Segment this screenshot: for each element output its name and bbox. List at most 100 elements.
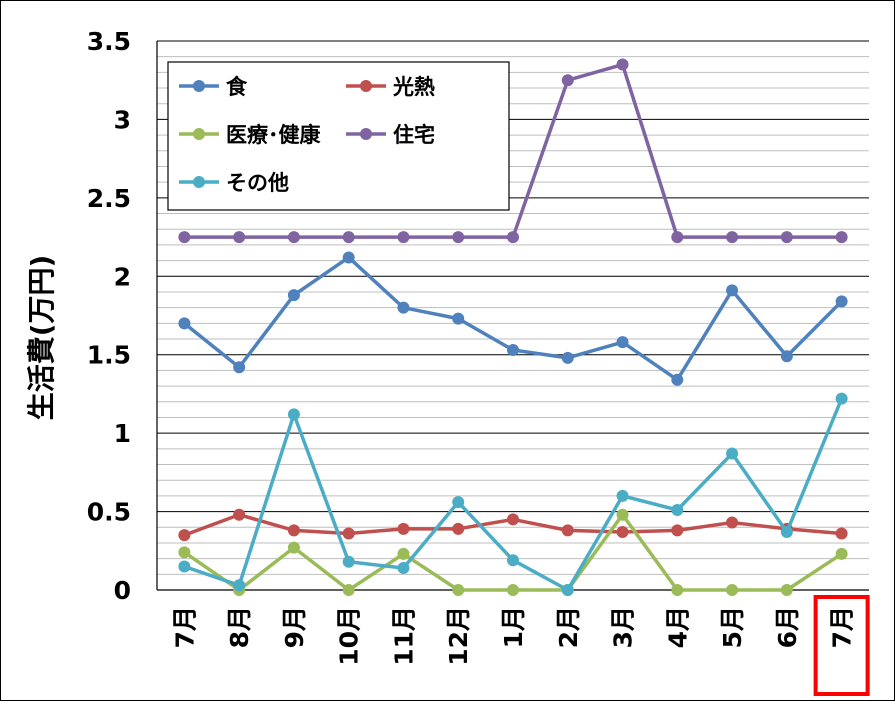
legend-label: 住宅 <box>393 123 435 147</box>
data-point <box>287 231 300 244</box>
data-point <box>726 584 739 596</box>
data-point <box>507 584 519 596</box>
data-point <box>616 58 629 71</box>
data-point <box>233 361 246 374</box>
y-tick-label: 2 <box>114 262 131 291</box>
data-point <box>178 560 191 573</box>
data-point <box>452 312 465 325</box>
data-point <box>507 231 519 244</box>
legend-swatch-marker <box>360 128 372 140</box>
legend-item: 食 <box>179 75 248 99</box>
legend-label: 食 <box>226 75 248 99</box>
data-point <box>561 524 574 537</box>
x-tick-label: 7月 <box>828 606 857 648</box>
x-tick-label: 4月 <box>663 606 692 648</box>
data-point <box>287 524 300 537</box>
legend-label: 医療･健康 <box>226 123 321 147</box>
data-point <box>561 351 574 364</box>
data-point <box>397 522 410 535</box>
legend-swatch-marker <box>193 128 205 140</box>
data-point <box>342 527 355 540</box>
data-point <box>616 508 629 521</box>
data-point <box>452 584 465 596</box>
data-point <box>178 317 191 330</box>
grid-lines <box>157 40 869 575</box>
data-point <box>178 529 191 542</box>
data-point <box>780 584 793 596</box>
data-point <box>671 373 684 386</box>
data-point <box>342 251 355 264</box>
data-point <box>616 336 629 349</box>
data-point <box>342 584 355 596</box>
y-tick-label: 0 <box>114 576 131 605</box>
data-point <box>835 231 848 244</box>
data-point <box>835 392 848 405</box>
x-tick-label: 6月 <box>773 606 802 648</box>
legend-item: その他 <box>179 171 289 195</box>
data-point <box>452 496 465 509</box>
series-4 <box>178 58 848 244</box>
legend-box <box>167 61 510 211</box>
data-point <box>726 516 739 529</box>
series-1 <box>178 251 848 386</box>
x-tick-label: 12月 <box>444 606 473 666</box>
y-tick-label: 0.5 <box>87 498 131 527</box>
data-point <box>780 525 793 538</box>
data-point <box>507 554 519 567</box>
data-point <box>287 289 300 302</box>
data-point <box>726 284 739 297</box>
y-tick-label: 2.5 <box>87 184 131 213</box>
legend-swatch-marker <box>193 80 205 92</box>
data-point <box>287 541 300 554</box>
x-tick-label: 10月 <box>335 606 364 666</box>
x-tick-label: 5月 <box>718 606 747 648</box>
data-point <box>233 579 246 592</box>
data-point <box>507 344 519 357</box>
data-point <box>726 231 739 244</box>
legend-label: 光熱 <box>392 75 435 99</box>
data-point <box>452 522 465 535</box>
data-point <box>671 584 684 596</box>
data-point <box>342 555 355 568</box>
series-2 <box>178 508 848 542</box>
x-tick-label: 8月 <box>225 606 254 648</box>
legend-item: 医療･健康 <box>179 123 321 147</box>
highlight-box <box>813 595 870 696</box>
x-tick-label: 9月 <box>280 606 309 648</box>
x-tick-label: 2月 <box>554 606 583 648</box>
y-tick-label: 3.5 <box>87 27 131 56</box>
data-point <box>835 295 848 308</box>
y-tick-label: 3 <box>114 105 131 134</box>
data-point <box>726 447 739 460</box>
legend-swatch-marker <box>193 176 205 188</box>
x-tick-label: 7月 <box>170 606 199 648</box>
y-tick-label: 1 <box>114 419 131 448</box>
data-point <box>671 524 684 537</box>
data-point <box>835 527 848 540</box>
data-point <box>780 350 793 363</box>
data-point <box>671 231 684 244</box>
data-point <box>452 231 465 244</box>
x-tick-label: 1月 <box>499 606 528 648</box>
data-point <box>178 546 191 559</box>
legend-label: その他 <box>226 171 289 195</box>
data-point <box>397 231 410 244</box>
data-point <box>178 231 191 244</box>
series-5 <box>178 392 848 596</box>
data-point <box>835 547 848 560</box>
y-axis-title: 生活費(万円) <box>25 255 58 421</box>
x-tick-label: 11月 <box>389 606 418 666</box>
data-point <box>616 525 629 538</box>
data-point <box>397 547 410 560</box>
data-point <box>507 513 519 526</box>
data-point <box>616 489 629 502</box>
data-point <box>397 562 410 575</box>
data-point <box>397 301 410 314</box>
x-tick-label: 3月 <box>609 606 638 648</box>
data-point <box>561 584 574 596</box>
y-tick-label: 1.5 <box>87 341 131 370</box>
data-point <box>233 508 246 521</box>
